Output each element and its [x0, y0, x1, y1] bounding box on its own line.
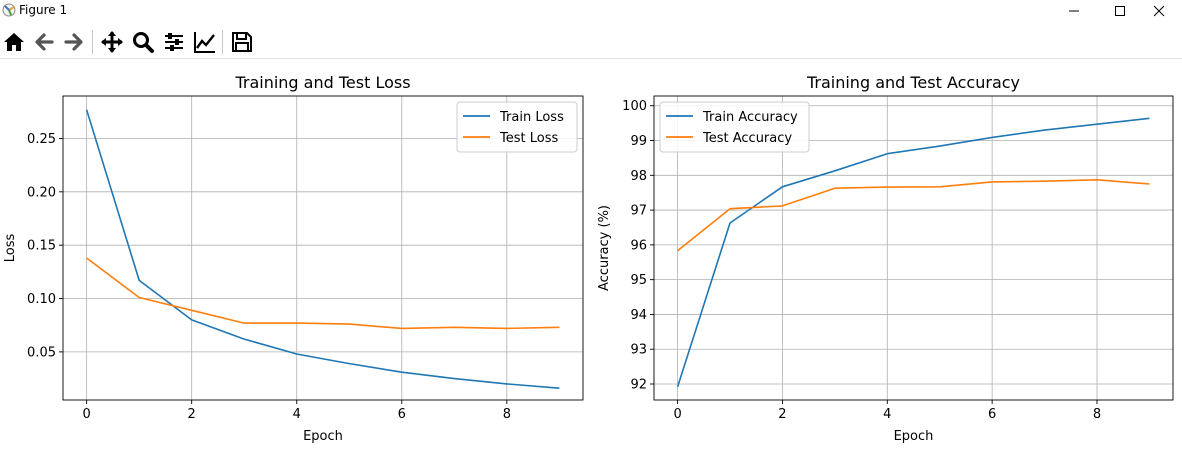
back-button[interactable]: [30, 28, 58, 56]
legend: Train Loss Test Loss: [456, 101, 578, 153]
y-tick-label: 93: [630, 343, 647, 358]
close-icon: [1153, 5, 1165, 17]
legend-box: [456, 101, 578, 153]
pan-icon: [101, 31, 123, 53]
matplotlib-app-icon: [2, 3, 16, 17]
y-tick-label: 94: [630, 308, 647, 323]
y-tick-label: 92: [630, 378, 647, 393]
y-tick-label: 100: [622, 99, 647, 114]
back-icon: [35, 33, 54, 51]
legend-entry: Test Accuracy: [702, 131, 792, 146]
configure-subplots-button[interactable]: [160, 28, 188, 56]
minimize-icon: [1069, 10, 1079, 12]
chart-title: Training and Test Loss: [234, 73, 410, 92]
axes-frame: [653, 95, 1174, 401]
navigation-toolbar: [0, 26, 1182, 59]
x-tick-label: 2: [778, 407, 786, 422]
y-tick-label: 0.05: [27, 345, 56, 360]
zoom-icon: [133, 32, 154, 53]
series-line-test: [86, 257, 560, 330]
x-tick-label: 4: [883, 407, 891, 422]
chart-loss: 0 2 4 6 8 0.05 0.10 0.15 0.20 0.25 Training and Te…: [3, 73, 584, 444]
x-tick-label: 4: [293, 407, 301, 422]
y-tick-label: 96: [630, 238, 647, 253]
maximize-icon: [1115, 6, 1125, 16]
configure-subplots-icon: [165, 33, 183, 51]
close-button[interactable]: [1136, 0, 1182, 22]
maximize-button[interactable]: [1097, 0, 1143, 22]
figure-canvas[interactable]: 0 2 4 6 8 0.05 0.10 0.15 0.20 0.25 Training and Te…: [0, 59, 1182, 449]
y-tick-label: 97: [630, 204, 647, 219]
home-icon: [4, 33, 24, 51]
toolbar-separator: [222, 30, 223, 54]
x-tick-label: 8: [503, 407, 511, 422]
legend-entry: Train Loss: [499, 110, 564, 125]
chart-title: Training and Test Accuracy: [806, 73, 1020, 92]
legend: Train Accuracy Test Accuracy: [659, 101, 810, 153]
y-axis-label: Accuracy (%): [597, 205, 612, 291]
save-button[interactable]: [228, 28, 256, 56]
save-icon: [232, 32, 252, 52]
y-tick-label: 99: [630, 134, 647, 149]
forward-icon: [64, 33, 83, 51]
x-axis-label: Epoch: [894, 429, 934, 444]
axes-frame: [62, 95, 584, 401]
chart-accuracy: 0 2 4 6 8 92 93 94 95 96 97 98 99 100 Training and Tes…: [597, 73, 1174, 444]
x-tick-label: 6: [398, 407, 406, 422]
window-title: Figure 1: [19, 3, 68, 17]
y-tick-label: 0.20: [27, 185, 56, 200]
y-tick-label: 95: [630, 273, 647, 288]
minimize-button[interactable]: [1051, 0, 1097, 22]
home-button[interactable]: [0, 28, 28, 56]
forward-button[interactable]: [60, 28, 88, 56]
title-bar: Figure 1: [0, 0, 1182, 22]
legend-box: [659, 101, 810, 153]
x-axis-label: Epoch: [303, 429, 343, 444]
y-tick-label: 0.25: [27, 132, 56, 147]
legend-entry: Train Accuracy: [702, 110, 798, 125]
x-tick-label: 0: [673, 407, 681, 422]
y-tick-label: 0.10: [27, 292, 56, 307]
x-tick-label: 8: [1093, 407, 1101, 422]
edit-axis-button[interactable]: [191, 28, 219, 56]
legend-entry: Test Loss: [499, 131, 558, 146]
y-tick-label: 0.15: [27, 239, 56, 254]
series-line-train: [676, 117, 1150, 388]
series-line-test: [677, 179, 1150, 252]
toolbar-separator: [92, 30, 93, 54]
edit-axis-icon: [194, 32, 215, 53]
y-axis-label: Loss: [3, 234, 18, 263]
pan-button[interactable]: [98, 28, 126, 56]
x-tick-label: 2: [188, 407, 196, 422]
x-tick-label: 0: [82, 407, 90, 422]
zoom-button[interactable]: [129, 28, 157, 56]
y-tick-label: 98: [630, 169, 647, 184]
series-line-train: [85, 109, 560, 389]
x-tick-label: 6: [988, 407, 996, 422]
